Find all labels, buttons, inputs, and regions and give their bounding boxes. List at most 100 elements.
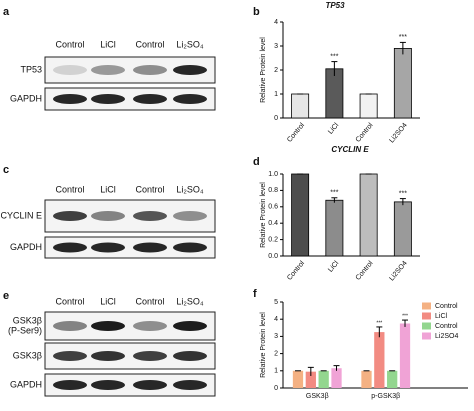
x-tick-label: Control (355, 122, 375, 144)
x-tick-label: Li2SO4 (388, 260, 408, 282)
panel-label: d (253, 156, 260, 168)
bar (331, 368, 342, 388)
x-tick-label: p-GSK3β (371, 393, 400, 400)
blot-band (173, 211, 207, 221)
blot-band (133, 242, 167, 253)
legend-swatch (422, 312, 431, 320)
panel-label: e (3, 290, 9, 302)
blot-frame (44, 373, 216, 397)
bar (387, 370, 398, 388)
panel-label: f (253, 288, 257, 300)
y-tick-label: 4 (274, 316, 278, 323)
x-tick-label: LiCl (327, 122, 340, 136)
y-tick-label: 0.0 (268, 253, 278, 260)
blot-band (91, 321, 125, 331)
legend-swatch (422, 322, 431, 330)
x-tick-label: LiCl (327, 260, 340, 274)
blot-band (173, 351, 207, 361)
blot-band (91, 65, 125, 75)
row-label: GAPDH (10, 242, 42, 252)
blot-band (53, 94, 87, 104)
blot-band (133, 65, 167, 75)
error-bar (333, 365, 340, 371)
y-tick-label: 2 (274, 67, 278, 74)
legend-label: Li2SO4 (435, 333, 458, 340)
bar (359, 93, 378, 119)
blot-band (53, 321, 87, 331)
lane-label: Control (55, 39, 84, 49)
y-axis-label: Relative Protein level (260, 37, 267, 103)
y-axis-label: Relative Protein level (260, 182, 267, 248)
y-tick-label: 1 (274, 91, 278, 98)
y-tick-label: 0 (274, 385, 278, 392)
significance: *** (330, 190, 338, 197)
bar (325, 199, 344, 257)
significance: *** (399, 190, 407, 197)
y-tick-label: 0 (274, 115, 278, 122)
blot-band (173, 321, 207, 331)
bar (393, 48, 412, 119)
blot-band (133, 211, 167, 221)
lane-label: Control (135, 39, 164, 49)
bar (399, 323, 411, 388)
lane-label: Control (135, 296, 164, 306)
error-bar (331, 197, 338, 203)
bar (291, 173, 310, 257)
error-bar (307, 366, 314, 376)
legend-swatch (422, 302, 431, 310)
bar (318, 370, 329, 388)
y-tick-label: 0.4 (268, 220, 278, 227)
lane-label: Li₂SO₄ (176, 296, 204, 306)
y-tick-label: 0.2 (268, 236, 278, 243)
lane-label: LiCl (100, 296, 116, 306)
blot-band (173, 65, 207, 75)
blot-band (53, 211, 87, 221)
bar (325, 68, 344, 119)
x-tick-label: Control (286, 260, 306, 282)
significance: *** (402, 313, 408, 319)
panel-label: b (253, 6, 260, 18)
bar (361, 370, 372, 388)
row-label: CYCLIN E (0, 210, 42, 220)
row-label: GAPDH (10, 379, 42, 389)
blot-band (133, 94, 167, 104)
lane-label: Control (135, 184, 164, 194)
y-tick-label: 2 (274, 350, 278, 357)
lane-label: Control (55, 296, 84, 306)
x-tick-label: Control (286, 122, 306, 144)
bar (305, 371, 316, 388)
blot-band (53, 351, 87, 361)
error-bar (331, 61, 338, 76)
lane-label: Li₂SO₄ (176, 39, 204, 49)
x-tick-label: GSK3β (306, 393, 329, 400)
blot-band (91, 351, 125, 361)
blot-band (53, 380, 87, 390)
x-tick-label: Li2SO4 (388, 122, 408, 144)
y-tick-label: 0.6 (268, 204, 278, 211)
lane-label: LiCl (100, 39, 116, 49)
blot-band (91, 242, 125, 253)
blot-band (133, 380, 167, 390)
row-label: GAPDH (10, 93, 42, 103)
row-label: GSK3β (13, 315, 42, 325)
y-tick-label: 1 (274, 368, 278, 375)
chart-title: CYCLIN E (331, 145, 369, 154)
x-tick-label: Control (355, 260, 375, 282)
chart-title: TP53 (325, 1, 345, 10)
y-tick-label: 1.0 (268, 171, 278, 178)
row-label: (P-Ser9) (8, 325, 42, 335)
significance: *** (376, 320, 382, 326)
blot-band (173, 380, 207, 390)
lane-label: Li₂SO₄ (176, 184, 204, 194)
bar (292, 370, 304, 388)
error-bar (402, 319, 409, 327)
row-label: GSK3β (13, 350, 42, 360)
legend-label: LiCl (435, 313, 448, 320)
y-axis-label: Relative Protein level (260, 312, 267, 378)
lane-label: LiCl (100, 184, 116, 194)
blot-band (91, 94, 125, 104)
y-tick-label: 4 (274, 19, 278, 26)
lane-label: Control (55, 184, 84, 194)
legend-label: Control (435, 303, 458, 310)
